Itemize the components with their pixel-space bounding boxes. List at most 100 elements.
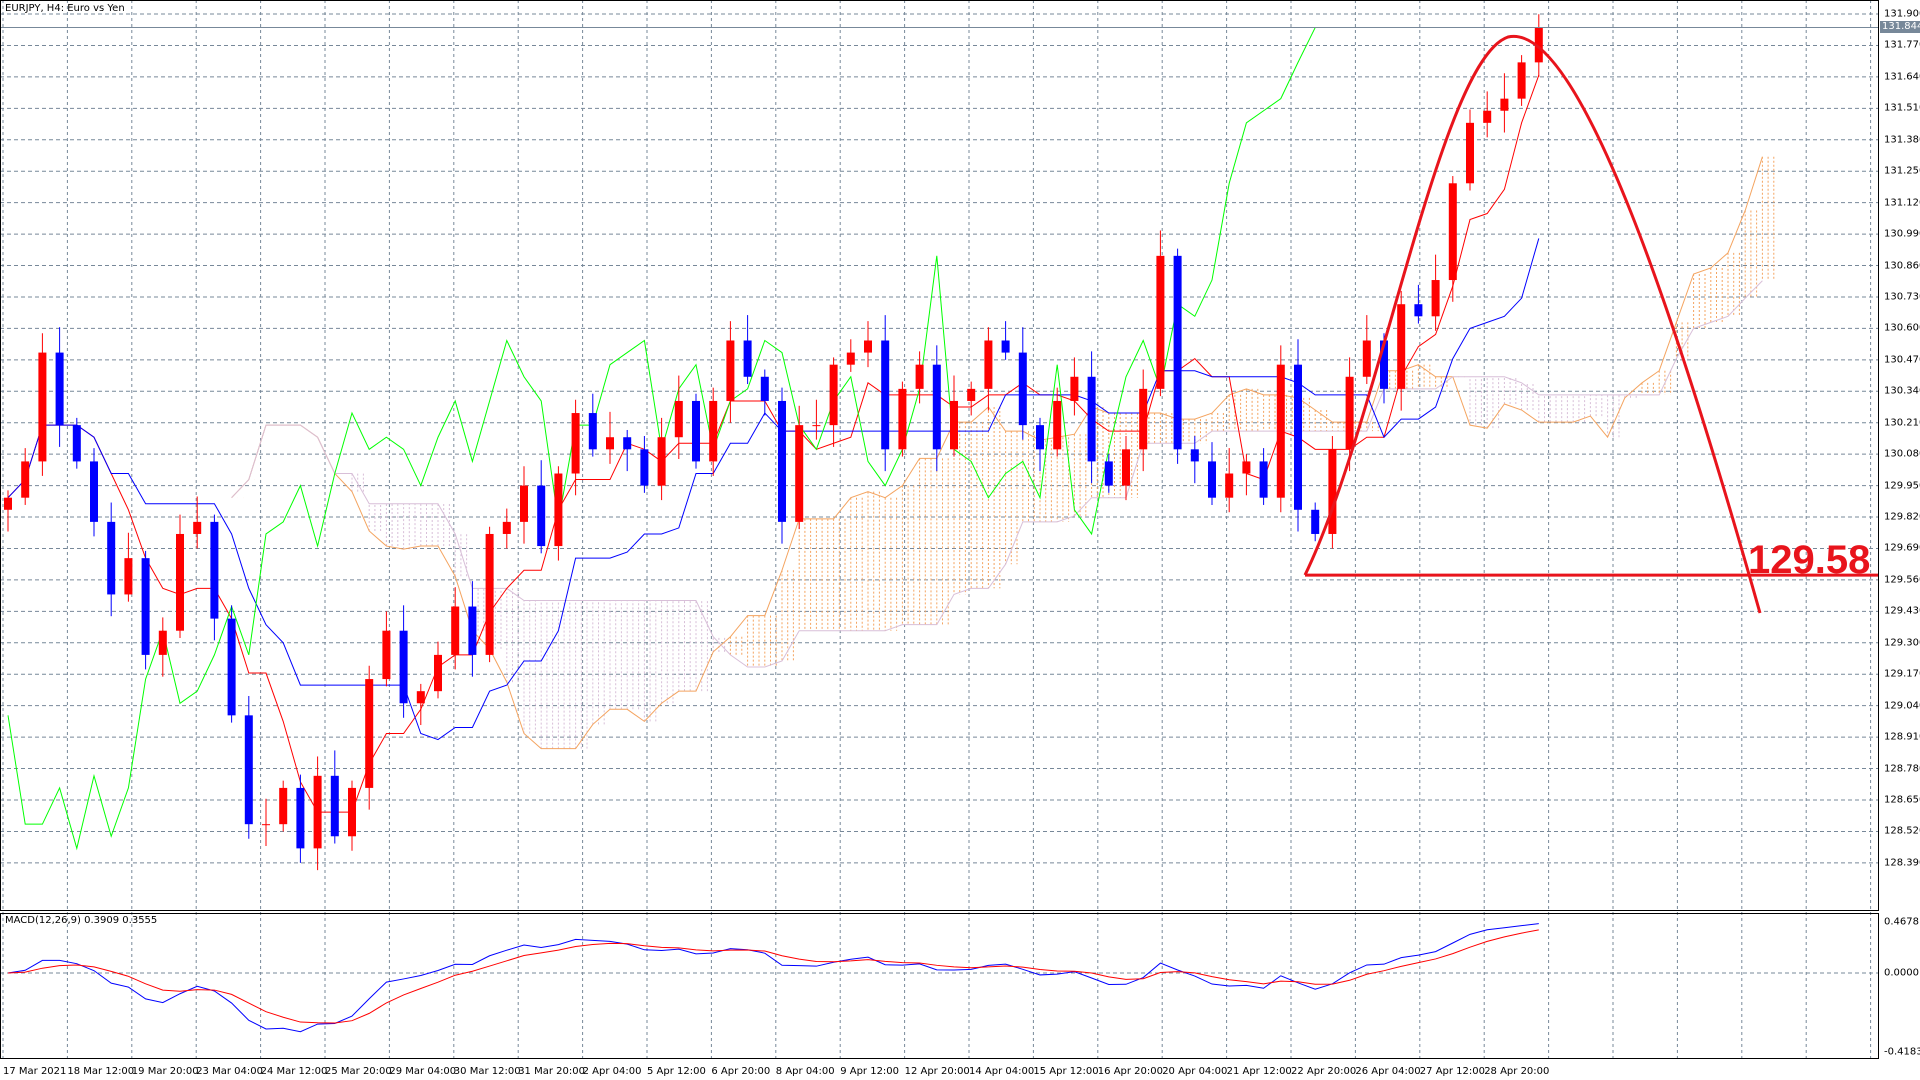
macd-axis-max: 0.4678 [1884, 916, 1919, 928]
macd-signal-line [7, 929, 1539, 1024]
price-tick-label: 131.120 [1884, 197, 1920, 209]
candle-body [692, 400, 700, 462]
senkou-span-b-line [231, 280, 1763, 668]
macd-line [7, 923, 1539, 1033]
candle-body [399, 630, 408, 704]
tenkan-sen-line [7, 75, 1540, 813]
candle-body [485, 533, 494, 655]
chart-title: EURJPY, H4: Euro vs Yen [5, 3, 125, 14]
candle-body [623, 437, 632, 450]
price-tick-label: 129.690 [1884, 542, 1920, 554]
candle-body [1483, 110, 1492, 123]
candle-body [1294, 364, 1302, 510]
candle-body [176, 533, 184, 631]
candle-body [1104, 461, 1113, 486]
time-tick-label: 15 Apr 12:00 [1033, 1066, 1099, 1077]
candle-body [210, 521, 219, 619]
price-tick-label: 129.820 [1884, 511, 1920, 523]
candle-body [795, 425, 804, 522]
candle-body [1087, 376, 1096, 462]
price-tick-label: 128.780 [1884, 763, 1920, 775]
price-tick-label: 130.080 [1884, 448, 1920, 460]
candle-body [932, 364, 941, 450]
price-tick-label: 129.560 [1884, 574, 1920, 586]
price-tick-label: 129.430 [1884, 605, 1920, 617]
senkou-span-a-line [231, 156, 1763, 750]
price-tick-label: 129.170 [1884, 668, 1920, 680]
candle-body [193, 521, 202, 534]
candle-body [1070, 376, 1079, 401]
candle-body [1190, 449, 1199, 462]
time-tick-label: 30 Mar 12:00 [453, 1066, 521, 1077]
candle-body [984, 340, 993, 389]
candle-body [760, 376, 769, 401]
candle-body [537, 485, 546, 547]
time-tick-label: 2 Apr 04:00 [582, 1066, 642, 1077]
candle-body [330, 775, 339, 837]
candle-body [520, 485, 528, 522]
candle-body [4, 497, 12, 510]
candle-body [38, 352, 47, 462]
candle-body [1362, 340, 1371, 377]
candle-body [244, 715, 253, 825]
price-tick-label: 128.390 [1884, 857, 1920, 869]
projection-arc-line [1303, 34, 1762, 614]
candle-body [1156, 255, 1165, 389]
candle-body [1242, 461, 1251, 474]
price-tick-label: 131.900 [1884, 8, 1920, 20]
price-tick-label: 128.910 [1884, 731, 1920, 743]
candle-body [967, 388, 976, 401]
time-tick-label: 14 Apr 04:00 [969, 1066, 1035, 1077]
time-tick-label: 16 Apr 20:00 [1097, 1066, 1163, 1077]
candle-body [915, 364, 924, 389]
candle-body [279, 787, 288, 825]
candle-body [1517, 62, 1526, 99]
price-tick-label: 129.040 [1884, 700, 1920, 712]
time-tick-label: 6 Apr 20:00 [711, 1066, 771, 1077]
candle-body [709, 400, 718, 462]
candle-body [726, 340, 735, 401]
candle-body [1328, 449, 1337, 534]
candle-body [846, 352, 855, 365]
time-tick-label: 29 Mar 04:00 [389, 1066, 457, 1077]
candle-body [55, 352, 64, 426]
price-tick-label: 129.950 [1884, 480, 1920, 492]
candle-body [227, 618, 236, 716]
time-tick-label: 20 Apr 04:00 [1162, 1066, 1228, 1077]
price-tick-label: 131.250 [1884, 165, 1920, 177]
time-tick-label: 23 Mar 04:00 [196, 1066, 263, 1077]
candle-body [296, 787, 305, 849]
candle-body [1534, 27, 1543, 63]
candle-body [1345, 376, 1354, 450]
candle-body [434, 654, 442, 692]
candle-body [950, 400, 958, 450]
candle-body [1448, 183, 1457, 281]
price-tick-label: 131.770 [1884, 39, 1920, 51]
time-tick-label: 27 Apr 12:00 [1419, 1066, 1485, 1077]
price-tick-label: 129.300 [1884, 637, 1920, 649]
candle-body [1466, 122, 1474, 184]
candle-body [1139, 388, 1148, 450]
main-pane-border [0, 0, 1879, 911]
time-tick-label: 21 Apr 12:00 [1226, 1066, 1292, 1077]
time-tick-label: 19 Mar 20:00 [131, 1066, 199, 1077]
candle-body [606, 437, 614, 450]
price-tick-label: 130.990 [1884, 228, 1920, 240]
candle-body [588, 413, 597, 450]
price-tick-label: 128.650 [1884, 794, 1920, 806]
candle-body [674, 400, 683, 438]
candle-body [451, 606, 460, 655]
time-tick-label: 28 Apr 20:00 [1484, 1066, 1550, 1077]
candle-body [1431, 280, 1440, 317]
candle-body [1122, 449, 1130, 486]
time-tick-label: 22 Apr 20:00 [1291, 1066, 1357, 1077]
candle-body [1380, 340, 1388, 389]
candle-body [571, 413, 580, 474]
candle-body [107, 521, 116, 595]
time-tick-label: 9 Apr 12:00 [840, 1066, 900, 1077]
candle-body [1276, 364, 1285, 498]
time-tick-label: 31 Mar 20:00 [518, 1066, 585, 1077]
time-tick-label: 12 Apr 20:00 [904, 1066, 970, 1077]
candle-body [1208, 461, 1216, 498]
